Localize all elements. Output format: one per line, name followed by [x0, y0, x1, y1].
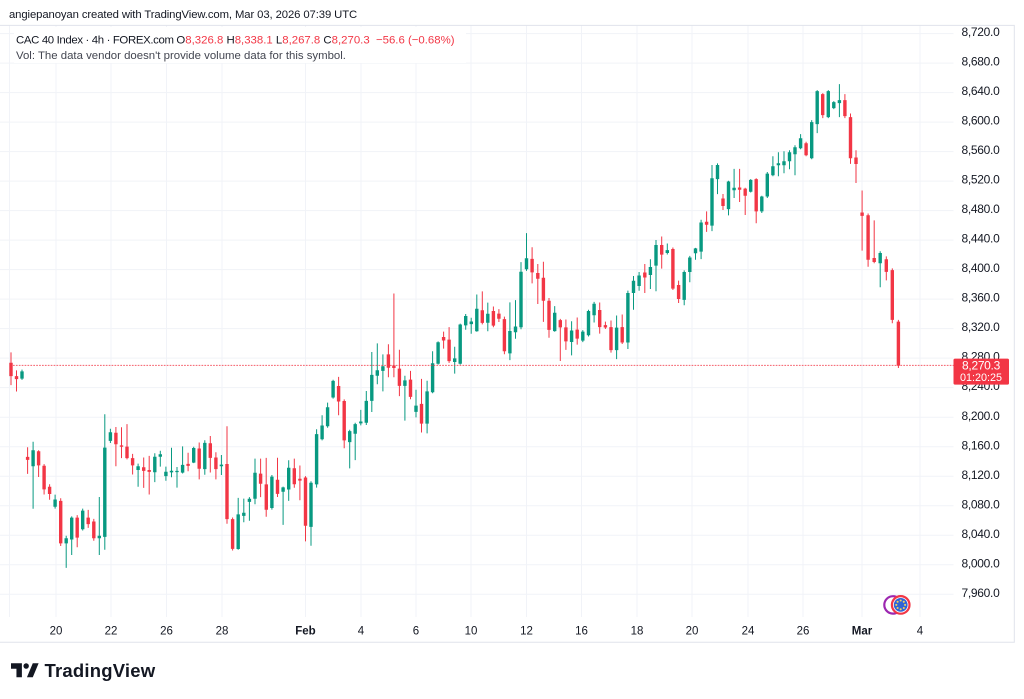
svg-text:Mar: Mar — [852, 626, 873, 638]
svg-text:01:20:25: 01:20:25 — [960, 372, 1002, 384]
svg-text:Feb: Feb — [295, 626, 315, 638]
svg-text:8,270.3: 8,270.3 — [962, 359, 1001, 373]
svg-text:8,320.0: 8,320.0 — [962, 320, 1001, 334]
svg-text:16: 16 — [575, 626, 588, 638]
svg-text:TradingView: TradingView — [45, 660, 156, 681]
svg-text:8,440.0: 8,440.0 — [962, 232, 1001, 246]
svg-text:8,520.0: 8,520.0 — [962, 173, 1001, 187]
svg-text:20: 20 — [686, 626, 699, 638]
svg-text:6: 6 — [413, 626, 419, 638]
svg-text:24: 24 — [742, 626, 755, 638]
svg-text:22: 22 — [105, 626, 118, 638]
svg-text:10: 10 — [465, 626, 478, 638]
svg-text:8,000.0: 8,000.0 — [962, 556, 1001, 570]
svg-text:8,400.0: 8,400.0 — [962, 261, 1001, 275]
svg-text:8,640.0: 8,640.0 — [962, 84, 1001, 98]
svg-text:4: 4 — [917, 626, 924, 638]
svg-text:26: 26 — [797, 626, 810, 638]
svg-text:20: 20 — [50, 626, 63, 638]
svg-text:12: 12 — [520, 626, 533, 638]
svg-text:26: 26 — [160, 626, 173, 638]
svg-text:Vol: The data vendor doesn't p: Vol: The data vendor doesn't provide vol… — [16, 50, 346, 62]
svg-text:4: 4 — [358, 626, 365, 638]
svg-text:8,720.0: 8,720.0 — [962, 25, 1001, 39]
svg-text:8,160.0: 8,160.0 — [962, 438, 1001, 452]
svg-text:8,600.0: 8,600.0 — [962, 114, 1001, 128]
svg-text:7,960.0: 7,960.0 — [962, 586, 1001, 600]
svg-text:8,360.0: 8,360.0 — [962, 291, 1001, 305]
svg-text:8,680.0: 8,680.0 — [962, 55, 1001, 69]
svg-text:8,120.0: 8,120.0 — [962, 468, 1001, 482]
svg-text:8,200.0: 8,200.0 — [962, 409, 1001, 423]
svg-text:8,040.0: 8,040.0 — [962, 527, 1001, 541]
svg-text:8,480.0: 8,480.0 — [962, 202, 1001, 216]
svg-text:angiepanoyan created with Trad: angiepanoyan created with TradingView.co… — [9, 9, 357, 21]
svg-text:28: 28 — [216, 626, 229, 638]
svg-text:18: 18 — [631, 626, 644, 638]
svg-text:8,560.0: 8,560.0 — [962, 143, 1001, 157]
svg-text:CAC 40 Index · 4h · FOREX.com: CAC 40 Index · 4h · FOREX.com O8,326.8 H… — [16, 35, 455, 47]
svg-text:8,080.0: 8,080.0 — [962, 497, 1001, 511]
